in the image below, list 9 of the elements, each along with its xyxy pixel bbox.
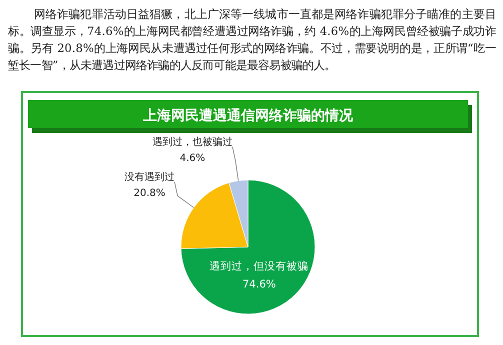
- text: 网络诈骗犯罪活动日益猖獗，北上广深等一线城市一直都是网络诈骗犯罪分子瞄准的主要目标。调查显示，74.6%的上海网民都曾经遭遇过网络诈骗，约 4.6%的上海网民曾经被骗子成功诈骗。另有 20.8%的上海网民从未遭遇过任何形式的网络诈骗。不过，需要说明的是，正所谓“吃一堑长一智”，从未遭遇过网络诈骗的人反而可能是最容易被骗的人。: [8, 6, 496, 74]
- slice-label: 没有遇到过: [124, 170, 175, 183]
- pie-slice: [180, 180, 316, 314]
- data-label: 20.8%: [134, 188, 166, 199]
- data-label: 74.6%: [242, 278, 276, 291]
- slice-label: 遇到过，但没有被骗: [210, 260, 309, 273]
- data-label: 4.6%: [180, 152, 206, 164]
- slice-label: 遇到过，也被骗过: [152, 136, 232, 148]
- chart-title: 上海网民遭遇通信网络诈骗的情况: [142, 107, 354, 124]
